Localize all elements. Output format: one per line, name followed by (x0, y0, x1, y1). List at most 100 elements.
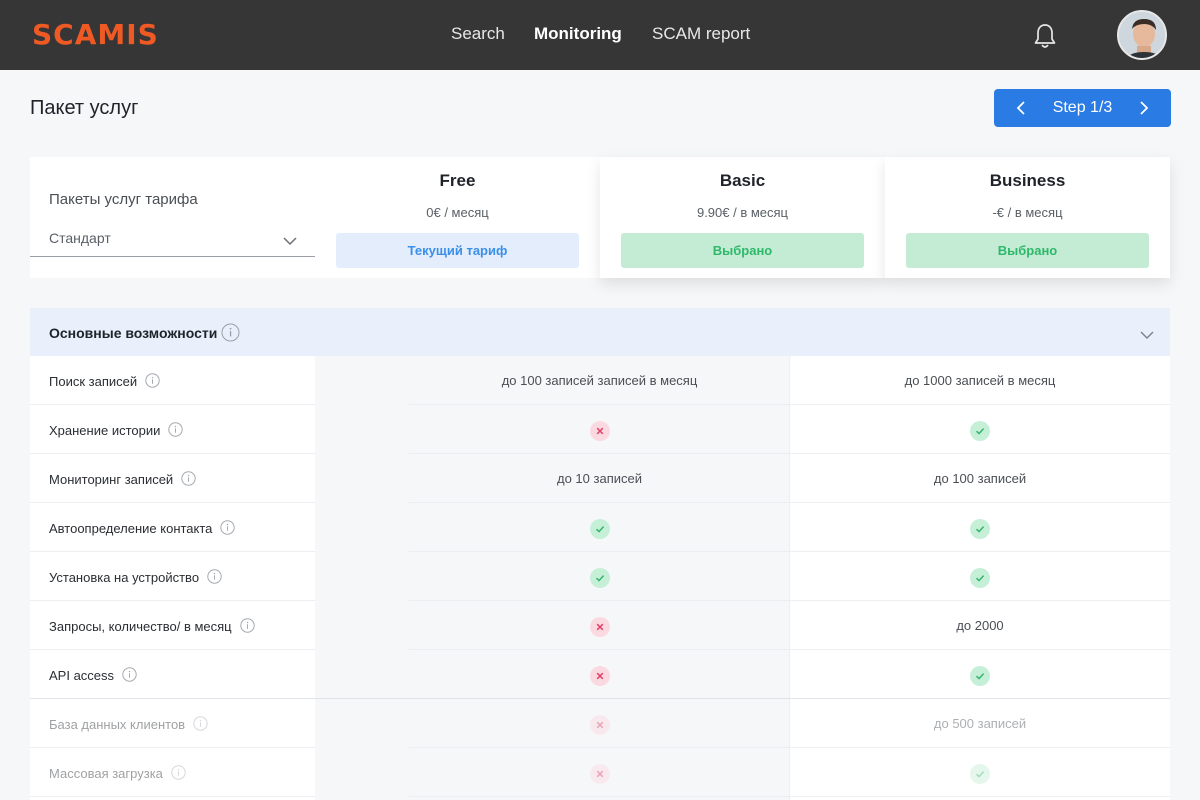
plan-price: -€ / в месяц (992, 205, 1063, 220)
info-icon[interactable] (122, 667, 137, 685)
cell-value: до 2000 (956, 618, 1004, 633)
select-plan-button[interactable]: Выбрано (621, 233, 864, 268)
features-labels-bg (30, 356, 315, 800)
info-icon[interactable] (221, 323, 240, 347)
info-icon[interactable] (193, 716, 208, 734)
divider (30, 551, 315, 552)
basic-cell (409, 503, 790, 552)
cross-icon (589, 420, 610, 441)
plan-select[interactable]: Стандарт (30, 222, 315, 257)
business-cell: до 1000 записей в месяц (790, 356, 1170, 405)
table-row: Мониторинг записей до 10 записей до 100 за… (0, 454, 1200, 503)
feature-label: API access (49, 667, 137, 685)
business-cell (790, 748, 1170, 797)
business-cell (790, 650, 1170, 699)
current-plan-button[interactable]: Текущий тариф (336, 233, 579, 268)
plan-card-business: Business -€ / в месяц Выбрано (885, 157, 1170, 278)
feature-label: Установка на устройство (49, 569, 222, 587)
feature-label: Мониторинг записей (49, 471, 196, 489)
feature-label: Автоопределение контакта (49, 520, 236, 538)
plan-card-free: Free 0€ / месяц Текущий тариф (315, 157, 600, 278)
feature-name: Автоопределение контакта (49, 521, 213, 536)
cross-icon (589, 763, 610, 784)
table-row: Массовая загрузка (0, 748, 1200, 797)
avatar[interactable] (1117, 10, 1167, 60)
basic-cell (409, 650, 790, 699)
table-row: Хранение истории (0, 405, 1200, 454)
basic-cell (409, 552, 790, 601)
feature-name: Массовая загрузка (49, 766, 163, 781)
chevron-right-icon[interactable] (1139, 100, 1149, 121)
feature-name: Поиск записей (49, 374, 138, 389)
info-icon[interactable] (171, 765, 186, 783)
basic-cell: до 10 записей (409, 454, 790, 503)
cross-icon (589, 616, 610, 637)
table-row: Запросы, количество/ в месяц до 2000 (0, 601, 1200, 650)
business-cell: до 500 записей (790, 699, 1170, 748)
divider (409, 502, 1170, 503)
info-icon[interactable] (168, 422, 184, 440)
divider (30, 502, 315, 503)
divider (409, 551, 1170, 552)
feature-name: Хранение истории (49, 423, 161, 438)
divider (409, 747, 1170, 748)
divider (409, 600, 1170, 601)
table-row: API access (0, 650, 1200, 699)
check-icon (970, 518, 990, 539)
section-title: Основные возможности (49, 325, 218, 341)
check-icon (970, 420, 990, 441)
business-cell (790, 405, 1170, 454)
divider (409, 796, 1170, 797)
basic-cell (409, 405, 790, 454)
plans-label: Пакеты услуг тарифа (49, 191, 198, 208)
table-row: Установка на устройство (0, 552, 1200, 601)
basic-cell (409, 699, 790, 748)
cell-value: до 1000 записей в месяц (904, 373, 1056, 388)
cross-icon (589, 714, 610, 735)
info-icon[interactable] (220, 520, 236, 538)
info-icon[interactable] (145, 373, 160, 391)
plan-select-value: Стандарт (49, 230, 111, 246)
business-cell (790, 503, 1170, 552)
chevron-down-icon[interactable] (283, 233, 297, 251)
top-bar: SCAMIS Search Monitoring SCAM report (0, 0, 1200, 70)
divider (30, 453, 315, 454)
feature-name: Установка на устройство (49, 570, 200, 585)
bell-icon[interactable] (1032, 22, 1058, 50)
table-row: Поиск записей до 100 записей записей в ме… (0, 356, 1200, 405)
check-icon (589, 518, 610, 539)
info-icon[interactable] (239, 618, 255, 636)
table-row: Автоопределение контакта (0, 503, 1200, 552)
business-cell: до 100 записей (790, 454, 1170, 503)
chevron-left-icon[interactable] (1016, 100, 1026, 121)
business-cell: до 2000 (790, 601, 1170, 650)
basic-cell: до 100 записей записей в месяц (409, 356, 790, 405)
select-plan-button[interactable]: Выбрано (906, 233, 1149, 268)
nav-monitoring[interactable]: Monitoring (534, 24, 622, 43)
check-icon (970, 763, 990, 784)
plan-price: 9.90€ / в месяц (696, 205, 789, 220)
divider (30, 649, 315, 650)
cell-value: до 10 записей (557, 471, 642, 486)
features-section-header[interactable]: Основные возможности (30, 308, 1170, 356)
feature-name: Запросы, количество/ в месяц (49, 619, 232, 634)
nav-scam-report[interactable]: SCAM report (652, 24, 751, 43)
cell-value: до 100 записей (933, 471, 1027, 486)
feature-label: Поиск записей (49, 373, 160, 391)
feature-name: API access (49, 668, 115, 683)
chevron-down-icon[interactable] (1140, 327, 1154, 345)
step-navigator: Step 1/3 (994, 89, 1171, 127)
business-cell (790, 552, 1170, 601)
logo[interactable]: SCAMIS (32, 18, 159, 51)
check-icon (589, 567, 610, 588)
cross-icon (589, 665, 610, 686)
cell-value: до 100 записей записей в месяц (501, 373, 698, 388)
nav-search[interactable]: Search (451, 24, 505, 43)
divider (30, 404, 315, 405)
info-icon[interactable] (181, 471, 196, 489)
feature-label: Хранение истории (49, 422, 184, 440)
table-row: База данных клиентов до 500 записей (0, 699, 1200, 748)
check-icon (970, 665, 990, 686)
info-icon[interactable] (207, 569, 222, 587)
divider (409, 649, 1170, 650)
